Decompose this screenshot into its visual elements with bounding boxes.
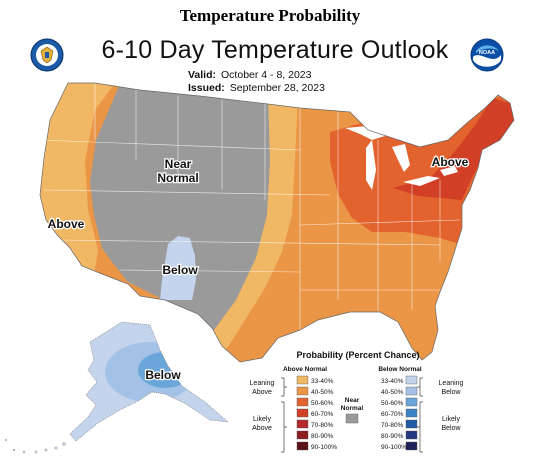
map-title: 6-10 Day Temperature Outlook	[101, 36, 449, 64]
legend-likely-above-1: Likely	[253, 416, 271, 423]
legend-below-bins: 33-40% 40-50% 50-60% 60-70% 70-80% 80-90% 90-1…	[381, 375, 418, 451]
legend-above-swatch-1	[296, 386, 309, 396]
legend-below-label-0: 33-40%	[381, 378, 404, 385]
conus-outline	[39, 82, 515, 363]
legend-above-swatch-0	[296, 375, 309, 385]
legend-near-1: Near	[345, 397, 360, 404]
legend: Probability (Percent Chance) Above Norma…	[250, 350, 464, 453]
legend-above-label-2: 50-60%	[311, 400, 334, 407]
region-below-33-40-southwest	[160, 236, 196, 300]
legend-above-label-4: 70-80%	[311, 422, 334, 429]
issued-date: Issued: September 28, 2023	[188, 82, 325, 94]
label-near-normal-2: Normal	[157, 171, 198, 185]
valid-dates: Valid: October 4 - 8, 2023	[188, 69, 312, 81]
region-above-33-40-central	[205, 95, 298, 350]
noaa-logo-text: NOAA	[479, 50, 495, 56]
legend-likely-below-2: Below	[441, 425, 461, 432]
legend-above-label-0: 33-40%	[311, 378, 334, 385]
issued-value: September 28, 2023	[229, 82, 325, 94]
aleutian-islands	[4, 438, 66, 454]
legend-below-label-6: 90-100%	[381, 444, 407, 451]
legend-bracket-right	[417, 377, 423, 453]
label-above-west: Above	[48, 217, 85, 231]
commerce-seal-icon	[30, 38, 64, 72]
noaa-logo-icon: NOAA	[470, 38, 504, 72]
legend-below-label-4: 70-80%	[381, 422, 404, 429]
legend-below-swatch-5	[405, 430, 418, 440]
legend-above-label-1: 40-50%	[311, 389, 334, 396]
region-above-60-70	[393, 98, 514, 200]
legend-below-header: Below Normal	[378, 366, 422, 373]
legend-likely-below-1: Likely	[442, 416, 460, 423]
legend-bracket-left	[281, 377, 287, 453]
legend-leaning-above-2: Above	[252, 389, 272, 396]
region-near-normal	[90, 83, 270, 330]
legend-below-swatch-4	[405, 419, 418, 429]
legend-above-swatch-6	[296, 441, 309, 451]
legend-leaning-above-1: Leaning	[250, 380, 275, 387]
legend-near-swatch	[345, 413, 359, 424]
legend-below-swatch-6	[405, 441, 418, 451]
page-heading: Temperature Probability	[179, 6, 361, 25]
valid-label: Valid:	[188, 69, 217, 81]
legend-below-label-5: 80-90%	[381, 433, 404, 440]
legend-likely-above-2: Above	[252, 425, 272, 432]
legend-leaning-below-1: Leaning	[439, 380, 464, 387]
legend-above-swatch-3	[296, 408, 309, 418]
legend-above-header: Above Normal	[283, 366, 327, 373]
alaska-regions	[70, 322, 228, 441]
legend-above-swatch-5	[296, 430, 309, 440]
label-above-east: Above	[432, 155, 469, 169]
legend-below-swatch-3	[405, 408, 418, 418]
legend-above-label-3: 60-70%	[311, 411, 334, 418]
legend-leaning-below-2: Below	[441, 389, 461, 396]
legend-below-swatch-0	[405, 375, 418, 385]
legend-title: Probability (Percent Chance)	[296, 350, 419, 360]
label-below-southwest: Below	[162, 263, 198, 277]
legend-below-swatch-1	[405, 386, 418, 396]
legend-above-swatch-4	[296, 419, 309, 429]
issued-label: Issued:	[188, 82, 225, 94]
great-lakes	[345, 126, 458, 190]
label-below-alaska: Below	[145, 368, 181, 382]
legend-above-swatch-2	[296, 397, 309, 407]
legend-above-label-6: 90-100%	[311, 444, 337, 451]
label-near-normal-1: Near	[165, 157, 192, 171]
legend-above-label-5: 80-90%	[311, 433, 334, 440]
valid-value: October 4 - 8, 2023	[221, 69, 312, 81]
legend-above-bins: 33-40% 40-50% 50-60% 60-70% 70-80% 80-90% 90-1…	[296, 375, 337, 451]
state-borders	[40, 83, 461, 330]
legend-below-label-1: 40-50%	[381, 389, 404, 396]
legend-below-label-2: 50-60%	[381, 400, 404, 407]
legend-below-label-3: 60-70%	[381, 411, 404, 418]
legend-below-swatch-2	[405, 397, 418, 407]
legend-near-2: Normal	[341, 405, 364, 412]
